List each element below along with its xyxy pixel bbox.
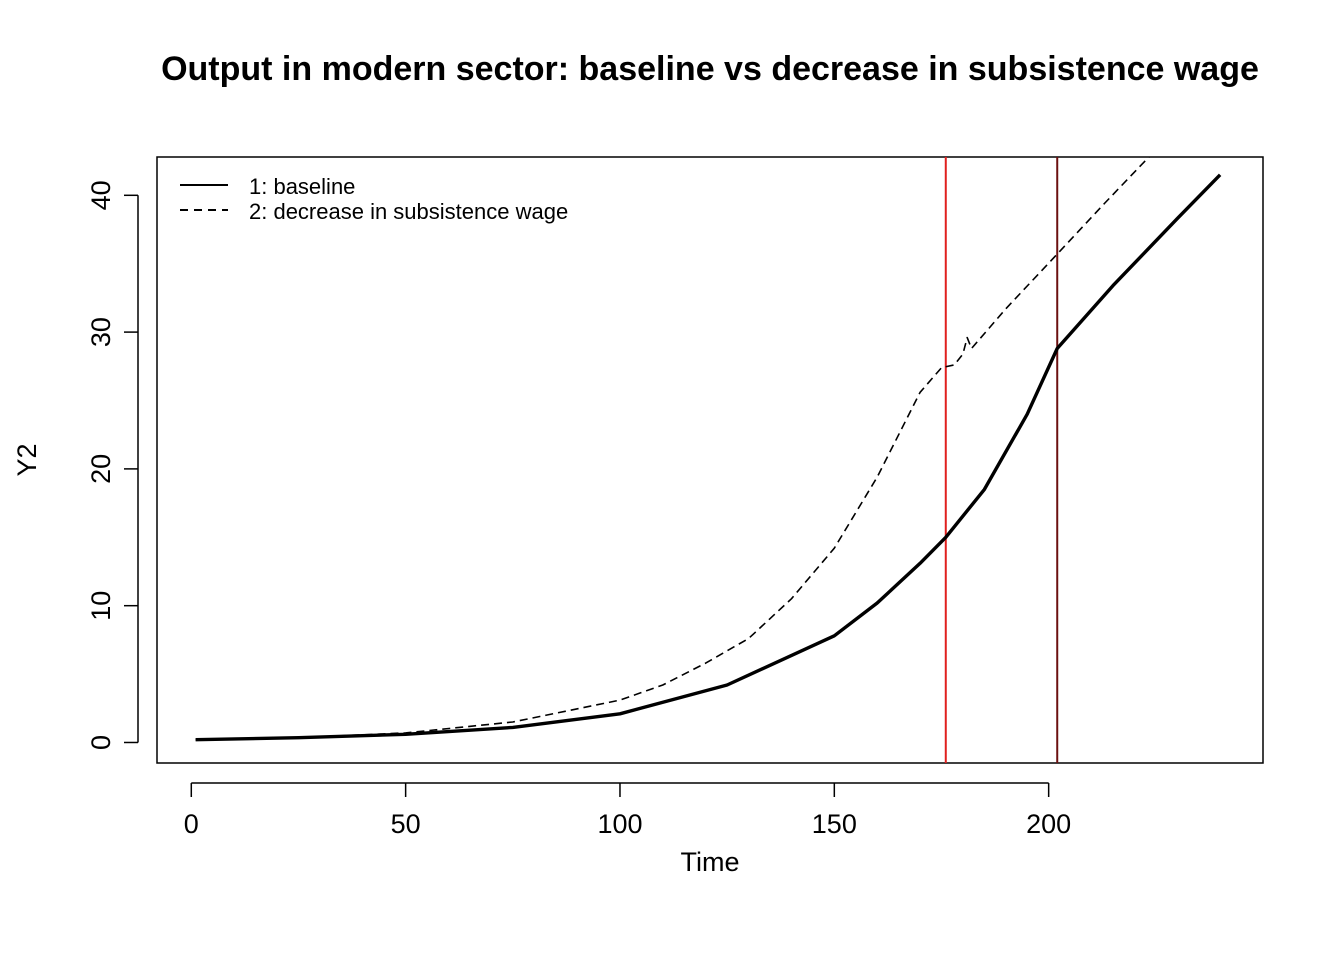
- x-axis: 0 50 100 150 200: [184, 782, 1071, 839]
- series-layer: [195, 157, 1222, 742]
- y-tick-label: 40: [86, 180, 116, 210]
- y-tick-label: 0: [86, 735, 116, 750]
- x-axis-label: Time: [681, 847, 740, 877]
- y-axis: 0 10 20 30 40: [86, 180, 139, 750]
- x-tick-label: 0: [184, 809, 199, 839]
- legend-entry-decrease: 2: decrease in subsistence wage: [249, 199, 568, 224]
- y-tick-label: 10: [86, 591, 116, 621]
- series-line-baseline: [195, 173, 1222, 742]
- reference-lines: [944, 157, 1059, 763]
- x-tick-label: 150: [812, 809, 857, 839]
- plot-frame: [156, 156, 1264, 764]
- x-tick-label: 100: [597, 809, 642, 839]
- legend-entry-baseline: 1: baseline: [249, 174, 355, 199]
- y-tick-label: 20: [86, 454, 116, 484]
- x-tick-label: 200: [1026, 809, 1071, 839]
- x-tick-label: 50: [391, 809, 421, 839]
- y-tick-label: 30: [86, 317, 116, 347]
- y-axis-label: Y2: [12, 443, 42, 476]
- legend: 1: baseline 2: decrease in subsistence w…: [180, 174, 568, 224]
- series-line-decrease-subsistence-wage: [195, 157, 1151, 741]
- chart-title: Output in modern sector: baseline vs dec…: [161, 50, 1259, 88]
